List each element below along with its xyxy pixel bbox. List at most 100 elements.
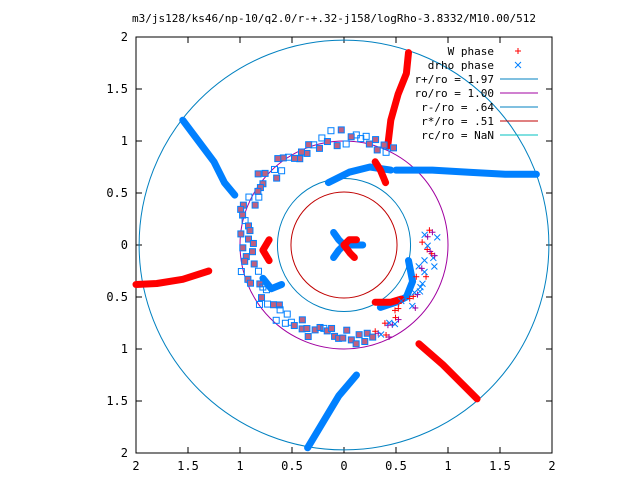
square-point xyxy=(352,340,360,348)
drho-phase-point xyxy=(397,297,405,305)
legend-drho-marker xyxy=(514,61,522,69)
square-point xyxy=(361,338,369,346)
square-point xyxy=(270,165,278,173)
drho-phase-point xyxy=(417,283,424,291)
square-point xyxy=(272,316,280,324)
x-tick-label: 1 xyxy=(444,459,451,473)
square-point xyxy=(347,336,355,344)
square-point xyxy=(239,244,247,252)
w-phase-point xyxy=(418,265,425,272)
square-point xyxy=(254,187,262,195)
square-point xyxy=(303,325,311,333)
arm-band xyxy=(259,274,286,293)
legend-entry-label: r*/ro = .51 xyxy=(421,115,494,128)
w-phase-point xyxy=(412,304,419,311)
w-phase-point xyxy=(392,307,399,314)
square-point xyxy=(281,319,289,327)
square-point xyxy=(237,230,245,238)
square-point xyxy=(254,170,262,178)
y-tick-label: 1.5 xyxy=(106,82,128,96)
drho-phase-point xyxy=(431,263,438,270)
radius-circle xyxy=(138,39,550,451)
square-point xyxy=(255,193,263,201)
square-point xyxy=(250,260,258,268)
square-point xyxy=(237,205,245,213)
arm-band xyxy=(259,236,273,265)
square-point xyxy=(264,300,272,308)
square-point xyxy=(241,257,249,265)
arm-markers xyxy=(132,49,540,452)
radius-circle xyxy=(290,191,398,299)
y-tick-label: 0 xyxy=(121,238,128,252)
drho-phase-point xyxy=(421,257,428,264)
square-point xyxy=(246,227,254,235)
square-point xyxy=(278,167,286,175)
square-point xyxy=(245,235,253,243)
square-point xyxy=(382,148,390,156)
arm-band xyxy=(371,295,405,306)
arm-band xyxy=(340,241,358,261)
square-point xyxy=(333,142,341,150)
drho-phase-point xyxy=(421,268,428,276)
x-tick-label: 1.5 xyxy=(177,459,199,473)
chart-title: m3/js128/ks46/np-10/q2.0/r-+.32-j158/log… xyxy=(132,12,536,25)
arm-band xyxy=(415,340,481,403)
square-point xyxy=(355,331,363,339)
arm-band xyxy=(132,267,213,288)
arm-band xyxy=(179,116,239,199)
square-point xyxy=(251,201,259,209)
square-point xyxy=(249,239,257,247)
w-phase-point xyxy=(413,273,420,280)
drho-phase-point xyxy=(433,234,441,241)
square-point xyxy=(316,323,324,331)
w-phase-point xyxy=(419,239,426,246)
square-point xyxy=(318,134,326,142)
square-point xyxy=(290,322,298,330)
square-point xyxy=(273,174,281,182)
x-tick-label: 0 xyxy=(340,459,347,473)
square-point xyxy=(258,294,266,302)
square-point xyxy=(304,333,312,341)
square-point xyxy=(339,334,347,342)
legend-entry-label: ro/ro = 1.00 xyxy=(415,87,494,100)
square-point xyxy=(343,326,351,334)
square-point xyxy=(369,333,377,341)
square-point xyxy=(305,141,313,149)
y-tick-label: 0.5 xyxy=(106,186,128,200)
x-tick-label: 1 xyxy=(236,459,243,473)
x-tick-label: 0.5 xyxy=(385,459,407,473)
x-tick-label: 2 xyxy=(548,459,555,473)
scatter-markers xyxy=(237,126,441,348)
square-point xyxy=(328,324,336,332)
square-point xyxy=(373,146,381,154)
square-point xyxy=(254,267,262,275)
square-point xyxy=(237,268,245,276)
drho-phase-point xyxy=(424,242,431,250)
y-tick-label: 2 xyxy=(121,30,128,44)
square-point xyxy=(275,301,283,309)
w-phase-point xyxy=(395,305,402,312)
drho-phase-point xyxy=(391,320,399,328)
w-phase-point xyxy=(427,248,434,255)
arm-band xyxy=(371,158,390,187)
square-point xyxy=(315,144,323,152)
x-tick-label: 2 xyxy=(132,459,139,473)
w-phase-point xyxy=(424,233,431,240)
legend-entry-label: r+/ro = 1.97 xyxy=(415,73,494,86)
square-point xyxy=(357,135,365,143)
drho-phase-point xyxy=(419,280,426,288)
w-phase-point xyxy=(386,333,393,340)
square-point xyxy=(270,301,278,309)
square-point xyxy=(372,136,380,144)
w-phase-point xyxy=(431,252,438,259)
y-tick-label: 2 xyxy=(121,446,128,460)
y-tick-label: 1 xyxy=(121,134,128,148)
square-point xyxy=(283,310,291,318)
square-point xyxy=(342,140,350,148)
square-point xyxy=(245,193,253,201)
x-tick-label: 1.5 xyxy=(489,459,511,473)
drho-phase-point xyxy=(377,331,385,338)
y-tick-label: 1.5 xyxy=(106,394,128,408)
